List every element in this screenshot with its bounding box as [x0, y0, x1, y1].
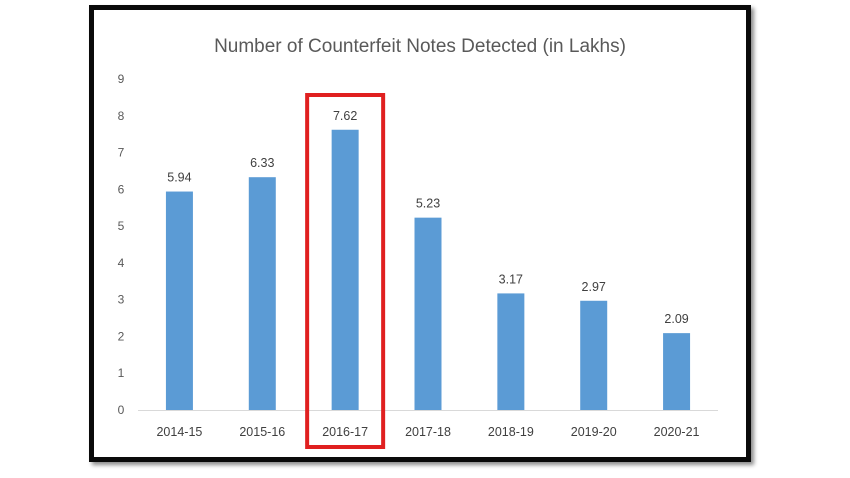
data-label: 2.09: [664, 312, 688, 326]
y-tick-label: 2: [118, 329, 125, 343]
data-label: 5.23: [416, 197, 440, 211]
bar: [663, 333, 691, 410]
data-label: 7.62: [333, 109, 357, 123]
bar: [580, 300, 608, 410]
y-tick-label: 5: [118, 219, 125, 233]
data-label: 3.17: [499, 272, 523, 286]
x-axis: 2014-15 2015-16 2016-17 2017-18 2018-19 2019-…: [156, 425, 699, 439]
data-labels: 5.94 6.33 7.62 5.23 3.17 2.97 2.09: [167, 109, 689, 326]
bar: [248, 177, 276, 410]
y-tick-label: 6: [118, 182, 125, 196]
bar: [165, 191, 193, 410]
chart-title: Number of Counterfeit Notes Detected (in…: [214, 36, 626, 57]
bars: [165, 129, 691, 410]
bar: [497, 293, 525, 410]
data-label: 5.94: [167, 171, 191, 185]
y-axis: 0 1 2 3 4 5 6 7 8 9: [118, 72, 125, 417]
y-tick-label: 4: [118, 256, 125, 270]
y-tick-label: 9: [118, 72, 125, 86]
data-label: 6.33: [250, 156, 274, 170]
highlight-box: [305, 93, 386, 449]
x-tick-label: 2014-15: [156, 425, 202, 439]
x-tick-label: 2016-17: [322, 425, 368, 439]
data-label: 2.97: [582, 280, 606, 294]
y-tick-label: 7: [118, 146, 125, 160]
y-tick-label: 3: [118, 293, 125, 307]
bar: [331, 129, 359, 410]
x-tick-label: 2018-19: [488, 425, 534, 439]
x-tick-label: 2017-18: [405, 425, 451, 439]
x-tick-label: 2019-20: [571, 425, 617, 439]
y-tick-label: 8: [118, 109, 125, 123]
y-tick-label: 0: [118, 403, 125, 417]
bar: [414, 217, 442, 410]
y-tick-label: 1: [118, 366, 125, 380]
x-tick-label: 2015-16: [239, 425, 285, 439]
x-tick-label: 2020-21: [654, 425, 700, 439]
